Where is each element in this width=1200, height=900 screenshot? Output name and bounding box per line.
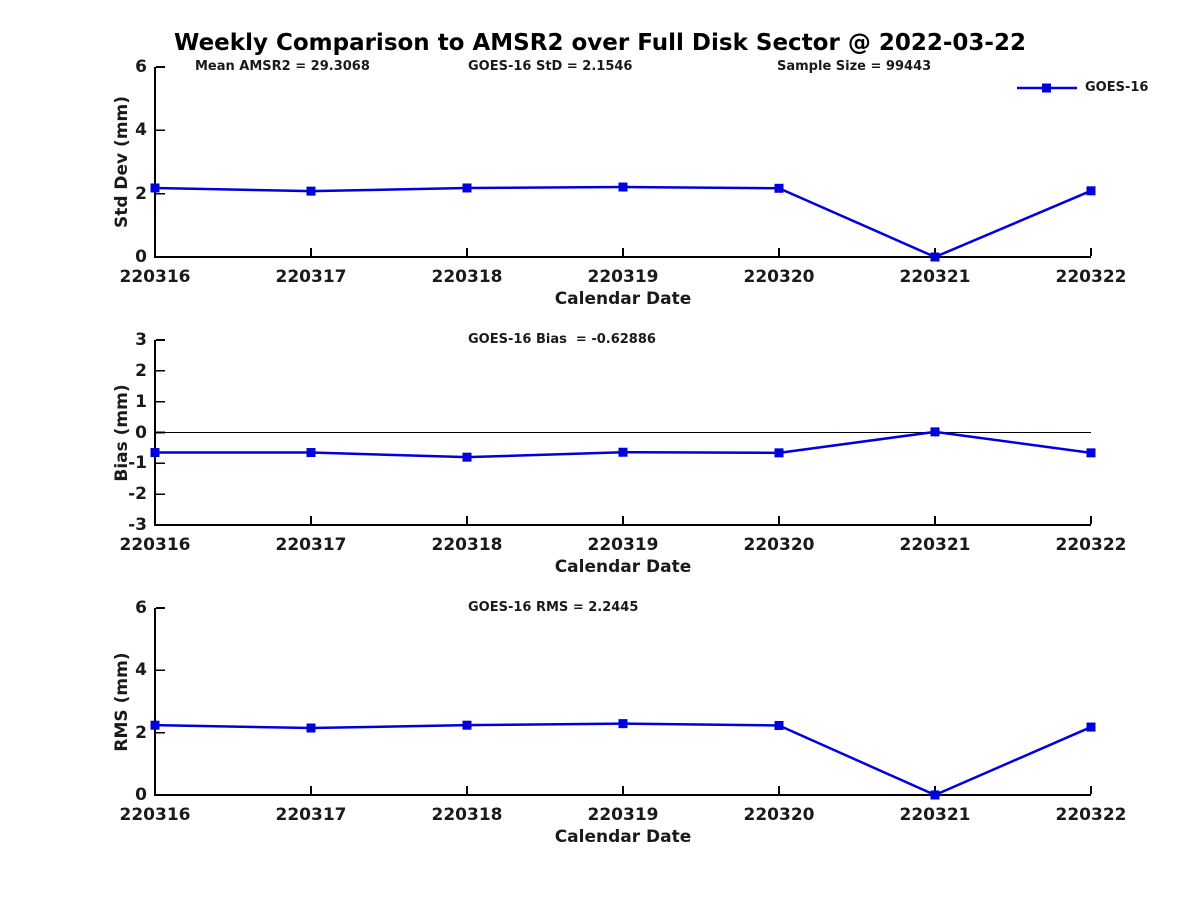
annotation: GOES-16 Bias = -0.62886 (468, 332, 656, 347)
y-tick-label: 6 (135, 57, 147, 77)
y-tick-label: 0 (135, 785, 147, 805)
legend-line-marker-icon (1017, 83, 1077, 93)
data-point-marker (462, 452, 472, 462)
legend: GOES-16 (1016, 79, 1148, 97)
legend-label: GOES-16 (1085, 80, 1149, 95)
x-tick-label: 220320 (743, 805, 815, 825)
data-point-marker (306, 723, 316, 733)
y-tick-label: 4 (135, 660, 147, 681)
data-point-marker (618, 447, 628, 457)
x-tick-label: 220320 (743, 267, 815, 287)
data-point-marker (150, 183, 160, 193)
x-tick-label: 220317 (275, 805, 347, 825)
data-point-marker (462, 183, 472, 193)
x-tick-label: 220318 (431, 805, 503, 825)
annotation: GOES-16 StD = 2.1546 (468, 59, 633, 74)
data-point-marker (306, 186, 316, 196)
data-point-marker (1086, 448, 1096, 458)
axis-lines (154, 67, 1091, 258)
data-point-marker (150, 720, 160, 730)
x-tick-label: 220318 (431, 535, 503, 555)
series-line-goes-16 (154, 722, 1092, 797)
x-tick-label: 220322 (1055, 267, 1127, 287)
x-tick-label: 220316 (119, 805, 191, 825)
x-axis-title: Calendar Date (554, 557, 692, 577)
data-point-marker (306, 448, 316, 458)
y-tick-label: 0 (135, 422, 147, 443)
y-tick-label: -1 (128, 453, 147, 474)
y-tick-label: 4 (135, 120, 147, 141)
x-tick-label: 220317 (275, 267, 347, 287)
y-tick-label: 0 (135, 247, 147, 267)
y-axis-title: Std Dev (mm) (112, 95, 132, 229)
data-point-marker (774, 183, 784, 193)
figure-title: Weekly Comparison to AMSR2 over Full Dis… (174, 30, 1026, 56)
y-tick-label: 2 (135, 183, 147, 204)
annotation: Sample Size = 99443 (777, 59, 932, 74)
x-tick-label: 220322 (1055, 535, 1127, 555)
data-point-marker (1086, 186, 1096, 196)
y-tick-label: 6 (135, 598, 147, 618)
x-tick-label: 220319 (587, 267, 659, 287)
x-tick-label: 220319 (587, 805, 659, 825)
plot-area-rms (150, 607, 1096, 800)
y-tick-label: 1 (135, 391, 147, 412)
x-tick-label: 220320 (743, 535, 815, 555)
x-tick-label: 220317 (275, 535, 347, 555)
data-point-marker (150, 448, 160, 458)
data-point-marker (618, 719, 628, 729)
y-tick-label: -3 (128, 515, 147, 535)
y-tick-label: 2 (135, 360, 147, 381)
annotation: Mean AMSR2 = 29.3068 (195, 59, 370, 74)
data-point-marker (930, 427, 940, 437)
y-tick-label: -2 (128, 484, 147, 505)
plot-area-bias (150, 339, 1096, 526)
x-tick-label: 220319 (587, 535, 659, 555)
x-tick-label: 220321 (899, 267, 971, 287)
x-tick-label: 220321 (899, 535, 971, 555)
y-tick-label: 2 (135, 722, 147, 743)
data-point-marker (930, 252, 940, 262)
data-point-marker (618, 182, 628, 192)
y-axis-title: Bias (mm) (112, 383, 132, 482)
x-tick-label: 220316 (119, 267, 191, 287)
axis-lines (154, 340, 1091, 526)
data-point-marker (930, 790, 940, 800)
x-tick-label: 220318 (431, 267, 503, 287)
annotation: GOES-16 RMS = 2.2445 (468, 600, 639, 615)
data-point-marker (1086, 722, 1096, 732)
y-tick-label: 3 (135, 330, 147, 350)
data-point-marker (774, 720, 784, 730)
plot-area-std-dev (150, 66, 1096, 262)
x-tick-label: 220321 (899, 805, 971, 825)
y-axis-title: RMS (mm) (112, 651, 132, 752)
data-point-marker (774, 448, 784, 458)
data-point-marker (462, 720, 472, 730)
x-tick-label: 220322 (1055, 805, 1127, 825)
series-line-goes-16 (154, 185, 1092, 259)
x-tick-label: 220316 (119, 535, 191, 555)
x-axis-title: Calendar Date (554, 289, 692, 309)
x-axis-title: Calendar Date (554, 827, 692, 847)
axis-lines (154, 608, 1091, 796)
